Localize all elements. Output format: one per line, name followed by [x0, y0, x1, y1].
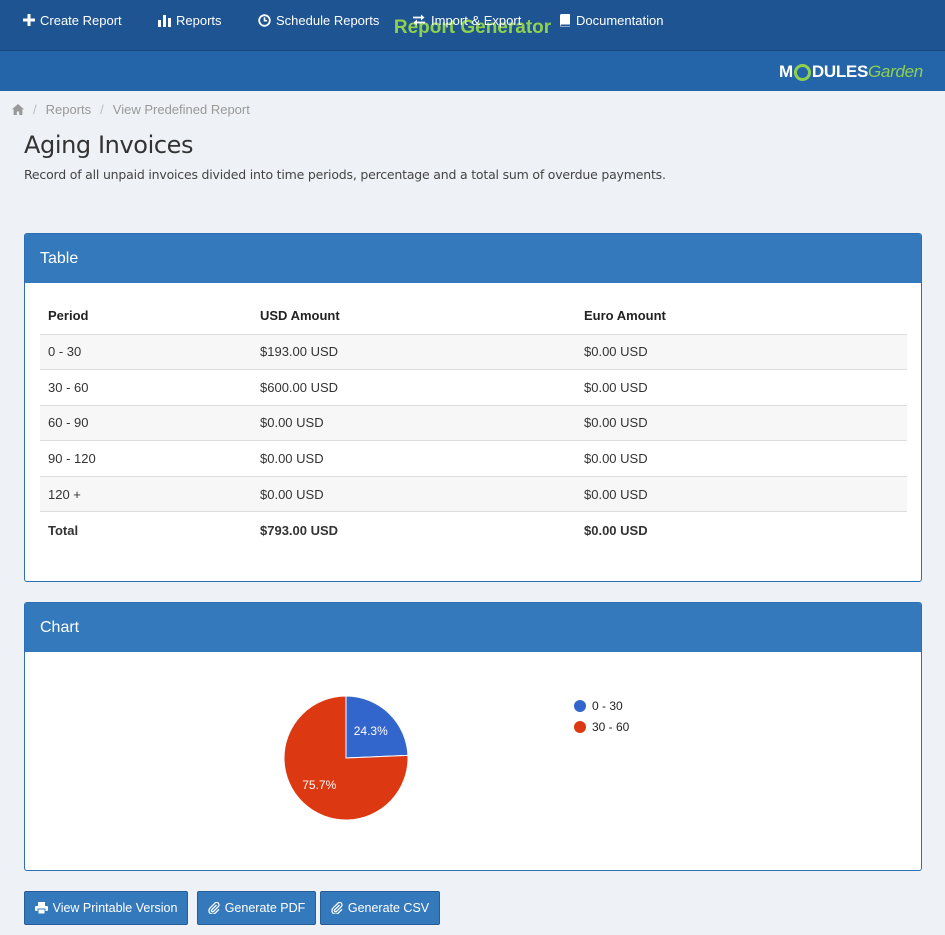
cell-total-usd: $793.00 USD	[260, 522, 339, 538]
nav-documentation[interactable]: Documentation	[559, 0, 663, 40]
cell-usd: $0.00 USD	[252, 440, 576, 477]
modulesgarden-logo[interactable]: M DULES Garden	[779, 60, 923, 84]
cell-usd: $0.00 USD	[252, 405, 576, 442]
view-printable-button[interactable]: View Printable Version	[24, 891, 188, 925]
nav-create-report[interactable]: Create Report	[23, 0, 122, 40]
generate-csv-label: Generate CSV	[347, 901, 430, 915]
clock-icon	[258, 13, 271, 27]
table-row: 30 - 60 $600.00 USD $0.00 USD	[40, 369, 907, 406]
paperclip-icon	[331, 902, 343, 914]
view-printable-label: View Printable Version	[52, 901, 178, 915]
cell-total-label: Total	[48, 522, 79, 538]
app-title: Report Generator	[393, 17, 552, 38]
generate-pdf-button[interactable]: Generate PDF	[197, 891, 316, 925]
nav-documentation-label: Documentation	[576, 12, 664, 28]
table-row: 120 + $0.00 USD $0.00 USD	[40, 476, 907, 513]
table-panel-title: Table	[25, 234, 921, 283]
breadcrumb-separator: /	[100, 101, 104, 117]
legend-label: 30 - 60	[592, 719, 630, 734]
exchange-icon	[413, 14, 425, 26]
print-icon	[34, 902, 48, 914]
nav-create-report-label: Create Report	[40, 12, 122, 28]
slice-label-0-30: 24.3%	[353, 724, 388, 739]
table-row: 90 - 120 $0.00 USD $0.00 USD	[40, 440, 907, 477]
header-divider	[0, 50, 945, 51]
nav-reports-label: Reports	[176, 12, 222, 28]
breadcrumb: / Reports / View Predefined Report	[12, 101, 250, 117]
generate-csv-button[interactable]: Generate CSV	[320, 891, 440, 925]
home-icon[interactable]	[12, 103, 24, 115]
logo-text-modules: DULES	[811, 62, 868, 81]
aging-table: Period USD Amount Euro Amount 0 - 30 $19…	[40, 297, 907, 548]
bar-chart-icon	[158, 14, 171, 27]
pie-slice-0-30[interactable]	[345, 695, 409, 759]
nav-schedule-reports[interactable]: Schedule Reports	[258, 0, 379, 40]
legend-item[interactable]: 30 - 60	[574, 716, 629, 737]
legend-marker	[574, 699, 586, 712]
logo-text-m: M	[779, 62, 793, 81]
page-description: Record of all unpaid invoices divided in…	[24, 167, 666, 182]
logo-ring-icon	[793, 63, 811, 81]
breadcrumb-separator: /	[33, 101, 37, 117]
paperclip-icon	[208, 902, 220, 914]
page-title: Aging Invoices	[24, 131, 194, 159]
pie-slice-30-60[interactable]	[283, 695, 409, 821]
chart-panel-title: Chart	[25, 603, 921, 652]
column-header-euro: Euro Amount	[576, 297, 907, 335]
cell-period: 120 +	[40, 476, 252, 513]
legend-label: 0 - 30	[592, 698, 623, 713]
main-nav	[0, 51, 945, 91]
column-header-period: Period	[40, 297, 252, 335]
cell-euro: $0.00 USD	[576, 334, 907, 371]
breadcrumb-reports[interactable]: Reports	[45, 101, 92, 117]
nav-import-export-label: Import & Export	[431, 12, 522, 28]
cell-usd: $0.00 USD	[252, 476, 576, 513]
cell-total-euro: $0.00 USD	[584, 522, 648, 538]
chart-panel: Chart 24.3% 75.7% 0 - 30 30 - 60	[24, 602, 922, 871]
table-panel: Table Period USD Amount Euro Amount 0 - …	[24, 233, 922, 582]
generate-pdf-label: Generate PDF	[224, 901, 306, 915]
book-icon	[560, 13, 570, 27]
table-total-row: Total $793.00 USD $0.00 USD	[40, 512, 907, 548]
slice-label-30-60: 75.7%	[302, 777, 337, 792]
cell-period: 90 - 120	[40, 440, 252, 477]
plus-icon	[23, 14, 35, 26]
cell-euro: $0.00 USD	[576, 476, 907, 513]
table-row: 0 - 30 $193.00 USD $0.00 USD	[40, 334, 907, 371]
table-header-row: Period USD Amount Euro Amount	[40, 297, 907, 335]
cell-euro: $0.00 USD	[576, 440, 907, 477]
cell-euro: $0.00 USD	[576, 369, 907, 406]
nav-schedule-reports-label: Schedule Reports	[276, 12, 380, 28]
logo-text-garden: Garden	[868, 62, 923, 81]
cell-period: 0 - 30	[40, 334, 252, 371]
legend-marker	[574, 720, 586, 733]
pie-chart	[283, 695, 409, 821]
cell-period: 30 - 60	[40, 369, 252, 406]
legend-item[interactable]: 0 - 30	[574, 695, 629, 716]
column-header-usd: USD Amount	[252, 297, 576, 335]
chart-legend: 0 - 30 30 - 60	[574, 695, 629, 737]
cell-euro: $0.00 USD	[576, 405, 907, 442]
cell-usd: $600.00 USD	[252, 369, 576, 406]
nav-import-export[interactable]: Import & Export	[412, 0, 521, 40]
nav-reports[interactable]: Reports	[158, 0, 222, 40]
cell-period: 60 - 90	[40, 405, 252, 442]
cell-usd: $193.00 USD	[252, 334, 576, 371]
table-row: 60 - 90 $0.00 USD $0.00 USD	[40, 405, 907, 442]
breadcrumb-current: View Predefined Report	[112, 101, 250, 117]
